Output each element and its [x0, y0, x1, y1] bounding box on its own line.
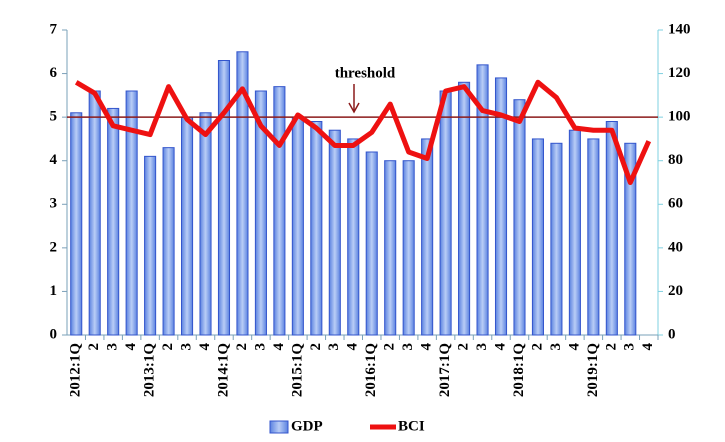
bar	[125, 90, 138, 336]
x-tick-label: 4	[197, 343, 213, 351]
line	[74, 79, 652, 185]
x-tick-label: 2017:1Q	[437, 343, 453, 397]
y-tick-label: 4	[50, 152, 58, 168]
y-tick-label: 2	[50, 239, 58, 255]
x-tick-label: 3	[178, 343, 194, 351]
x-tick-label: 3	[252, 343, 268, 351]
x-tick-label: 2019:1Q	[585, 343, 601, 397]
x-tick-label: 4	[345, 343, 361, 351]
x-tick-label: 3	[548, 343, 564, 351]
bar	[439, 90, 452, 336]
bar	[476, 64, 489, 336]
legend-label: BCI	[398, 418, 425, 434]
x-tick-label: 2015:1Q	[289, 343, 305, 397]
bar	[513, 99, 526, 336]
bar	[181, 116, 194, 336]
bar	[624, 142, 637, 336]
bar	[254, 90, 267, 336]
x-tick-label: 2016:1Q	[363, 343, 379, 397]
bar	[605, 121, 618, 336]
x-tick-label: 2014:1Q	[215, 343, 231, 397]
x-tick-label: 2018:1Q	[511, 343, 527, 397]
y2-tick-label: 40	[668, 239, 683, 255]
bar	[494, 77, 508, 336]
bar	[162, 147, 175, 336]
bar	[236, 51, 249, 336]
x-tick-label: 3	[105, 343, 121, 351]
y-tick-label: 1	[50, 283, 58, 299]
legend-swatch	[269, 420, 289, 434]
x-tick-label: 3	[400, 343, 416, 351]
x-tick-label: 4	[419, 343, 435, 351]
x-tick-label: 2	[86, 343, 102, 351]
y-tick-label: 0	[50, 326, 58, 342]
bar	[291, 116, 304, 336]
y-tick-label: 5	[50, 109, 58, 125]
bar	[199, 112, 212, 336]
x-tick-label: 2012:1Q	[68, 343, 84, 397]
x-tick-label: 3	[622, 343, 638, 351]
x-tick-label: 2	[529, 343, 545, 351]
x-tick-label: 2	[308, 343, 324, 351]
bar	[310, 121, 323, 336]
x-tick-label: 2013:1Q	[142, 343, 158, 397]
bar	[550, 142, 563, 336]
y2-tick-label: 100	[668, 109, 691, 125]
legend-label: GDP	[291, 418, 323, 434]
bar	[568, 129, 581, 336]
x-tick-label: 2	[160, 343, 176, 351]
y2-tick-label: 60	[668, 196, 683, 212]
y-tick-label: 3	[50, 196, 58, 212]
bar	[531, 138, 544, 336]
y2-tick-label: 80	[668, 152, 683, 168]
x-tick-label: 2	[234, 343, 250, 351]
threshold-label: threshold	[335, 65, 396, 81]
y-tick-label: 7	[50, 21, 58, 37]
bar	[70, 112, 83, 336]
bar	[88, 90, 101, 336]
y-tick-label: 6	[50, 65, 58, 81]
y2-tick-label: 120	[668, 65, 691, 81]
x-tick-label: 2	[456, 343, 472, 351]
x-tick-label: 4	[492, 343, 508, 351]
x-tick-label: 4	[271, 343, 287, 351]
x-tick-label: 2	[382, 343, 398, 351]
threshold-arrowhead	[348, 102, 360, 114]
y2-tick-label: 140	[668, 21, 691, 37]
x-tick-label: 4	[123, 343, 139, 351]
y2-tick-label: 20	[668, 283, 683, 299]
bar	[144, 155, 157, 336]
bar	[328, 129, 341, 336]
bar	[384, 160, 397, 336]
bar	[587, 138, 600, 336]
bar	[347, 138, 360, 336]
bar	[365, 151, 378, 336]
x-tick-label: 3	[326, 343, 342, 351]
bar	[273, 86, 286, 336]
x-tick-label: 4	[640, 343, 656, 351]
bar	[107, 107, 120, 336]
x-tick-label: 3	[474, 343, 490, 351]
y2-tick-label: 0	[668, 326, 676, 342]
x-tick-label: 4	[566, 343, 582, 351]
bar	[217, 60, 231, 336]
bar	[402, 160, 415, 336]
bar	[458, 81, 471, 336]
x-tick-label: 2	[603, 343, 619, 351]
bar	[421, 138, 434, 336]
